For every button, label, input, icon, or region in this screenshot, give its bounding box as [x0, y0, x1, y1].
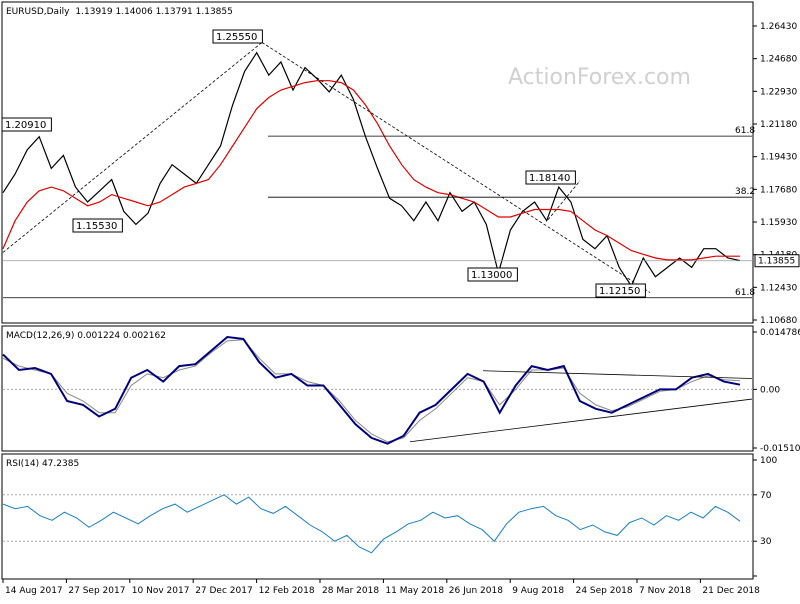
price-annotations: 61.8 38.2 61.8 1.25550 1.15530 1.13000 1.18140…: [1, 29, 755, 299]
price-annotation-label: 1.12150: [599, 286, 640, 297]
x-tick-label: 12 Feb 2018: [259, 586, 315, 596]
macd-panel-frame: [1, 325, 754, 452]
x-tick-label: 9 Aug 2018: [512, 586, 564, 596]
price-annotation-box: [467, 267, 518, 282]
fib-level-label: 61.8: [735, 288, 755, 298]
rsi-y-tick-label: 70: [760, 491, 772, 501]
price-y-tick-label: 1.26430: [760, 22, 797, 32]
x-axis: 14 Aug 2017 27 Sep 2017 10 Nov 2017 27 Dec …: [2, 579, 760, 596]
x-tick-label: 14 Aug 2017: [5, 586, 63, 596]
x-tick-label: 24 Sep 2018: [576, 586, 633, 596]
trend-line-minor: [547, 180, 581, 221]
moving-average-line: [2, 80, 740, 261]
trend-line-down: [261, 42, 651, 293]
x-tick-label: 27 Sep 2017: [68, 586, 125, 596]
x-tick-label: 28 Mar 2018: [322, 586, 379, 596]
trend-line-up: [2, 42, 263, 253]
price-y-tick-label: 1.17680: [760, 185, 797, 195]
macd-y-tick-label: 0.014786: [760, 328, 800, 338]
price-annotation-box: [212, 29, 263, 44]
price-annotation-label: 1.25550: [216, 32, 257, 43]
price-panel-frame: [1, 1, 754, 324]
rsi-panel-frame: [1, 453, 754, 580]
price-title: EURUSD,Daily: [6, 7, 70, 17]
x-tick-label: 26 Jun 2018: [449, 586, 503, 596]
fib-level-label: 61.8: [735, 126, 755, 136]
price-annotation-label: 1.15530: [76, 221, 117, 232]
macd-y-tick-label: 0.00: [760, 385, 780, 395]
rsi-series: [2, 494, 753, 554]
last-price-label: 1.13855: [758, 257, 795, 267]
price-annotation-box: [525, 170, 576, 185]
price-annotation-label: 1.13000: [471, 270, 512, 281]
price-y-tick-label: 1.15930: [760, 218, 797, 228]
price-y-tick-label: 1.10680: [760, 316, 797, 326]
price-series: 1.13855: [2, 51, 800, 288]
macd-series: [2, 335, 753, 445]
macd-panel-title: MACD(12,26,9) 0.001224 0.002162: [6, 331, 166, 341]
x-tick-label: 11 May 2018: [385, 586, 444, 596]
x-tick-label: 7 Nov 2018: [639, 586, 691, 596]
macd-signal-line: [2, 339, 741, 443]
x-tick-label: 10 Nov 2017: [132, 586, 190, 596]
price-y-axis: 1.26430 1.24680 1.22930 1.21180 1.19430 1.176…: [753, 22, 797, 326]
price-annotation-box: [1, 117, 52, 132]
price-annotation-label: 1.20910: [5, 120, 46, 131]
price-y-tick-label: 1.21180: [760, 120, 797, 130]
fib-level-label: 38.2: [735, 187, 755, 197]
price-y-tick-label: 1.12430: [760, 283, 797, 293]
macd-line: [2, 335, 741, 445]
rsi-y-axis: 100 70 30: [753, 456, 777, 577]
macd-y-axis: 0.014786 0.00 -0.015107: [753, 328, 800, 454]
price-annotation-box: [72, 218, 123, 233]
price-annotation-box: [595, 283, 646, 298]
price-y-tick-label: 1.22930: [760, 87, 797, 97]
macd-trend-line-support: [409, 398, 753, 443]
price-annotation-label: 1.18140: [529, 173, 570, 184]
price-y-tick-label: 1.19430: [760, 153, 797, 163]
x-tick-label: 21 Dec 2018: [702, 586, 760, 596]
macd-trend-line-resistance: [482, 370, 753, 379]
rsi-panel-title: RSI(14) 47.2385: [6, 459, 79, 469]
rsi-line: [2, 494, 741, 554]
rsi-y-tick-label: 30: [760, 537, 772, 547]
price-y-tick-label: 1.24680: [760, 55, 797, 65]
macd-y-tick-label: -0.015107: [760, 444, 800, 454]
price-line: [2, 51, 741, 288]
last-price-box: [754, 254, 800, 268]
rsi-y-tick-label: 100: [760, 456, 777, 466]
x-tick-label: 27 Dec 2017: [195, 586, 253, 596]
price-panel-title: EURUSD,Daily 1.13919 1.14006 1.13791 1.13…: [6, 7, 233, 17]
watermark: ActionForex.com: [508, 65, 691, 90]
ohlc-header: 1.13919 1.14006 1.13791 1.13855: [75, 7, 232, 17]
